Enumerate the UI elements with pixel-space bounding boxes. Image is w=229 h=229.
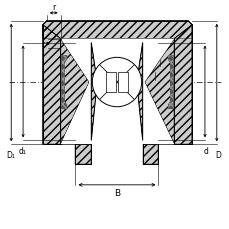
Polygon shape [61, 56, 66, 109]
Text: D₁: D₁ [6, 151, 15, 160]
Polygon shape [75, 43, 91, 141]
Polygon shape [60, 39, 89, 145]
Polygon shape [60, 39, 174, 145]
Polygon shape [144, 39, 174, 145]
Text: r: r [41, 40, 45, 49]
Polygon shape [136, 43, 142, 141]
Text: r: r [52, 3, 55, 12]
Polygon shape [142, 145, 158, 164]
Text: r: r [165, 49, 168, 58]
Text: D: D [214, 151, 220, 160]
Polygon shape [75, 145, 91, 164]
Polygon shape [174, 26, 191, 145]
Polygon shape [106, 73, 115, 93]
Text: r: r [162, 80, 165, 89]
Text: d₁: d₁ [18, 147, 26, 155]
Circle shape [92, 58, 141, 107]
Polygon shape [43, 22, 191, 39]
Polygon shape [91, 43, 97, 141]
Polygon shape [168, 56, 173, 109]
Polygon shape [117, 73, 127, 93]
Polygon shape [43, 26, 60, 145]
Text: d: d [203, 147, 207, 155]
Polygon shape [142, 43, 158, 141]
Polygon shape [60, 39, 174, 145]
Text: B: B [113, 188, 120, 197]
